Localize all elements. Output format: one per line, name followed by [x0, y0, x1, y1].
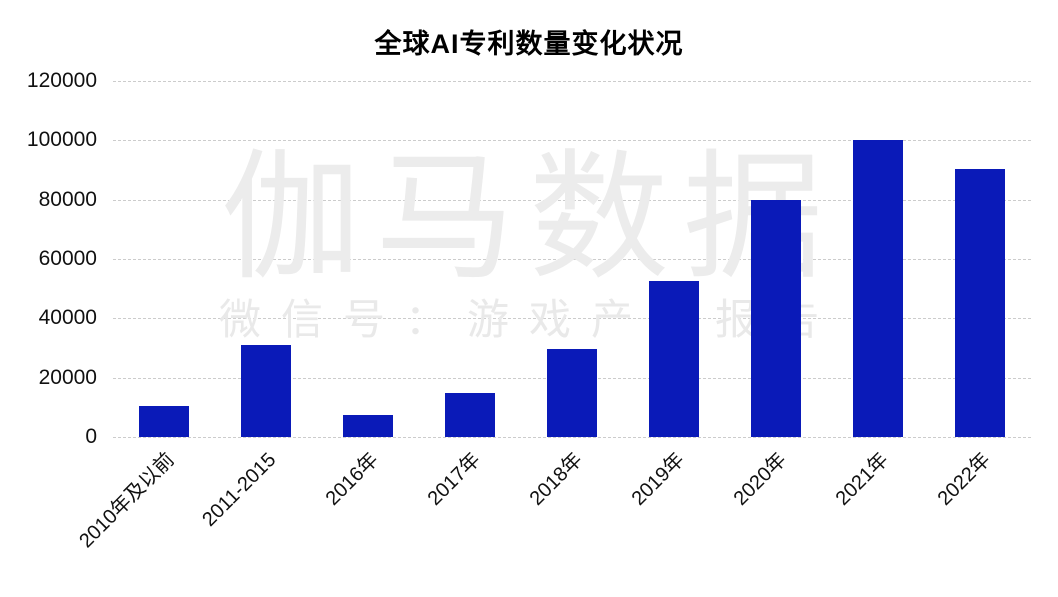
bar — [853, 140, 903, 437]
y-axis-tick-label: 100000 — [26, 128, 97, 152]
y-axis-tick-label: 0 — [85, 425, 97, 448]
bar — [139, 405, 189, 437]
grid-line — [113, 437, 1031, 438]
grid-line — [113, 199, 1031, 201]
chart-title: 全球AI专利数量变化状况 — [374, 29, 684, 59]
bar — [649, 280, 699, 437]
bar — [241, 345, 291, 437]
x-axis-tick-label: 2017年 — [423, 448, 485, 510]
grid-line — [113, 318, 1031, 320]
bar — [751, 199, 801, 437]
x-axis-tick-label: 2016年 — [321, 448, 383, 510]
x-axis-tick-label: 2022年 — [933, 448, 995, 510]
y-axis-tick-label: 60000 — [38, 247, 97, 270]
y-axis-tick-label: 80000 — [38, 187, 97, 211]
x-axis-tick-label: 2011-2015 — [198, 448, 281, 531]
bar — [343, 414, 393, 437]
grid-line — [113, 81, 1031, 82]
y-axis-tick-label: 40000 — [38, 306, 97, 330]
x-axis-tick-label: 2018年 — [525, 448, 587, 510]
grid-line — [113, 259, 1031, 260]
bar — [547, 349, 597, 437]
y-axis-tick-label: 120000 — [26, 69, 97, 92]
y-axis-tick-label: 20000 — [38, 365, 97, 389]
x-axis-tick-label: 2010年及以前 — [74, 448, 179, 553]
x-axis-tick-label: 2019年 — [627, 448, 689, 510]
x-axis-tick-label: 2021年 — [831, 448, 893, 510]
watermark-brand-text: 伽马数据 — [220, 139, 838, 296]
grid-line — [113, 140, 1031, 142]
bar — [955, 168, 1005, 437]
x-axis-tick-label: 2020年 — [729, 448, 791, 510]
bar — [445, 393, 495, 437]
watermark-wechat-text: 微信号：游戏产业报告 — [218, 296, 840, 343]
